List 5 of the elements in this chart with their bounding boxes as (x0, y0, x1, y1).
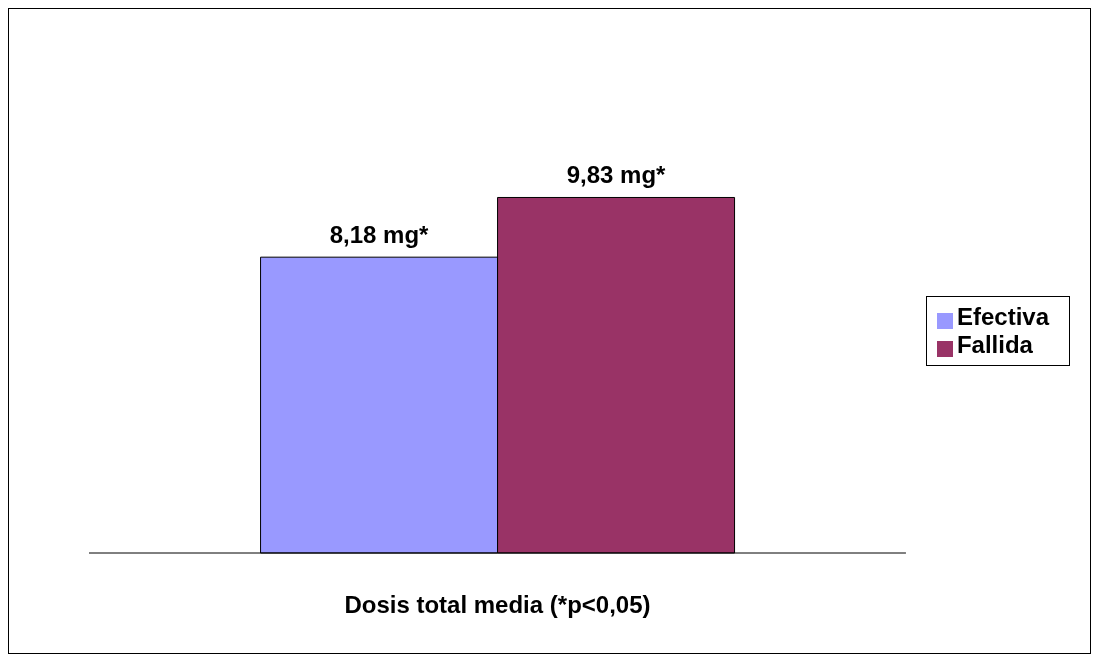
data-label: 8,18 mg* (329, 221, 430, 249)
legend-label: Fallida (956, 331, 1033, 358)
legend-label: Efectiva (956, 303, 1049, 330)
x-axis-title: Dosis total media (*p<0,05) (344, 591, 651, 618)
data-label: 9,83 mg* (566, 161, 667, 189)
